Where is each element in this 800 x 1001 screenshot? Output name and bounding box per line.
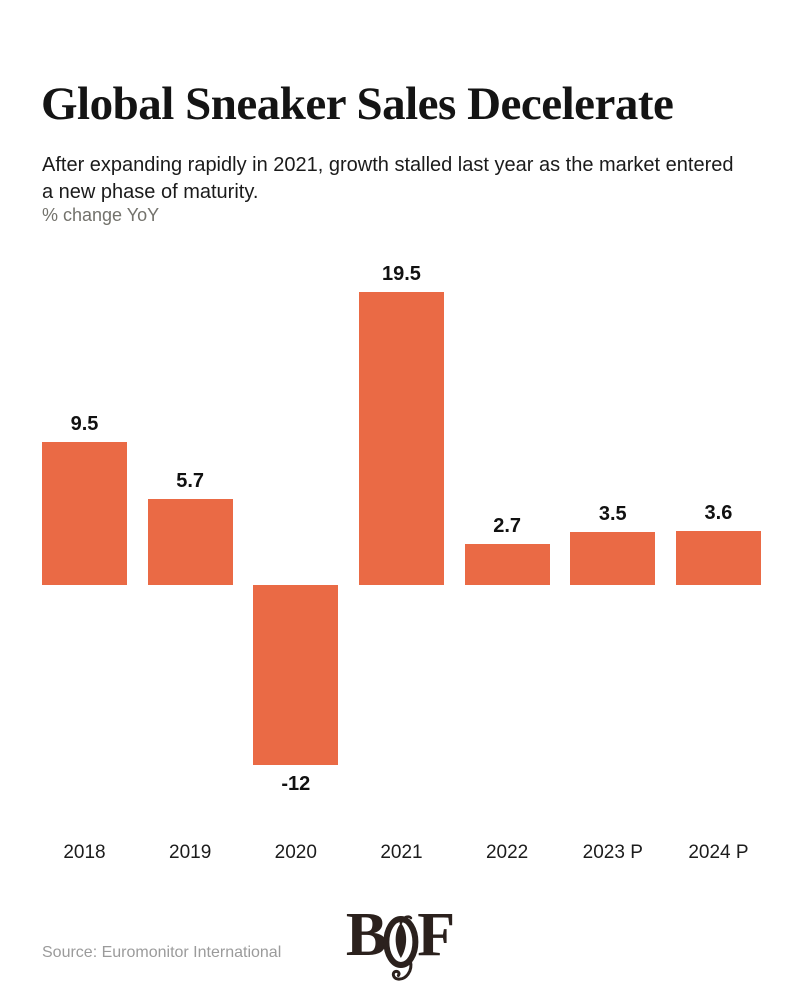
- value-label-2023-P: 3.5: [598, 503, 627, 526]
- bar-column-2021: 19.5: [358, 250, 444, 810]
- x-axis-label-2023-P: 2023 P: [582, 842, 643, 863]
- bar-column-2022: 2.7: [464, 250, 550, 810]
- value-label-2019: 5.7: [176, 470, 205, 493]
- logo-ornamental-o-icon: [383, 915, 419, 981]
- bar-column-2018: 9.5: [42, 250, 127, 810]
- bar-2019: [147, 499, 233, 585]
- x-axis-labels: 2018 2019 2020 2021 2022 2023 P 2024 P: [42, 842, 761, 864]
- bar-2023-P: [570, 532, 656, 585]
- bar-2020: [253, 584, 339, 765]
- value-label-2020: -12: [281, 772, 311, 795]
- x-axis-label-2024-P: 2024 P: [688, 842, 749, 863]
- value-label-2021: 19.5: [382, 263, 421, 286]
- bof-logo: B F: [345, 901, 455, 988]
- source-note: Source: Euromonitor International: [42, 944, 282, 961]
- chart-title: Global Sneaker Sales Decelerate: [41, 78, 674, 131]
- bar-column-2023-P: 3.5: [570, 250, 656, 810]
- x-axis-label-2019: 2019: [169, 842, 212, 863]
- value-label-2022: 2.7: [493, 515, 522, 538]
- bar-column-2024-P: 3.6: [675, 250, 761, 810]
- x-axis-label-2022: 2022: [485, 842, 529, 863]
- x-axis-label-2018: 2018: [63, 842, 106, 863]
- y-axis-unit-label: % change YoY: [42, 205, 160, 225]
- bar-column-2020: -12: [253, 250, 339, 810]
- bar-2022: [464, 544, 550, 585]
- chart-area: 9.5 5.7 -12 19.5 2.7 3.5 3.6: [42, 250, 761, 810]
- value-label-2018: 9.5: [70, 413, 99, 436]
- logo-letter-f: F: [417, 901, 455, 969]
- logo-letter-b: B: [345, 901, 387, 969]
- x-axis-label-2020: 2020: [274, 842, 317, 863]
- chart-subtitle: After expanding rapidly in 2021, growth …: [42, 154, 734, 203]
- bar-2024-P: [675, 530, 761, 585]
- bar-2018: [42, 442, 127, 585]
- bar-column-2019: 5.7: [147, 250, 233, 810]
- x-axis-label-2021: 2021: [380, 842, 423, 863]
- bar-2021: [358, 292, 444, 585]
- value-label-2024-P: 3.6: [704, 501, 733, 524]
